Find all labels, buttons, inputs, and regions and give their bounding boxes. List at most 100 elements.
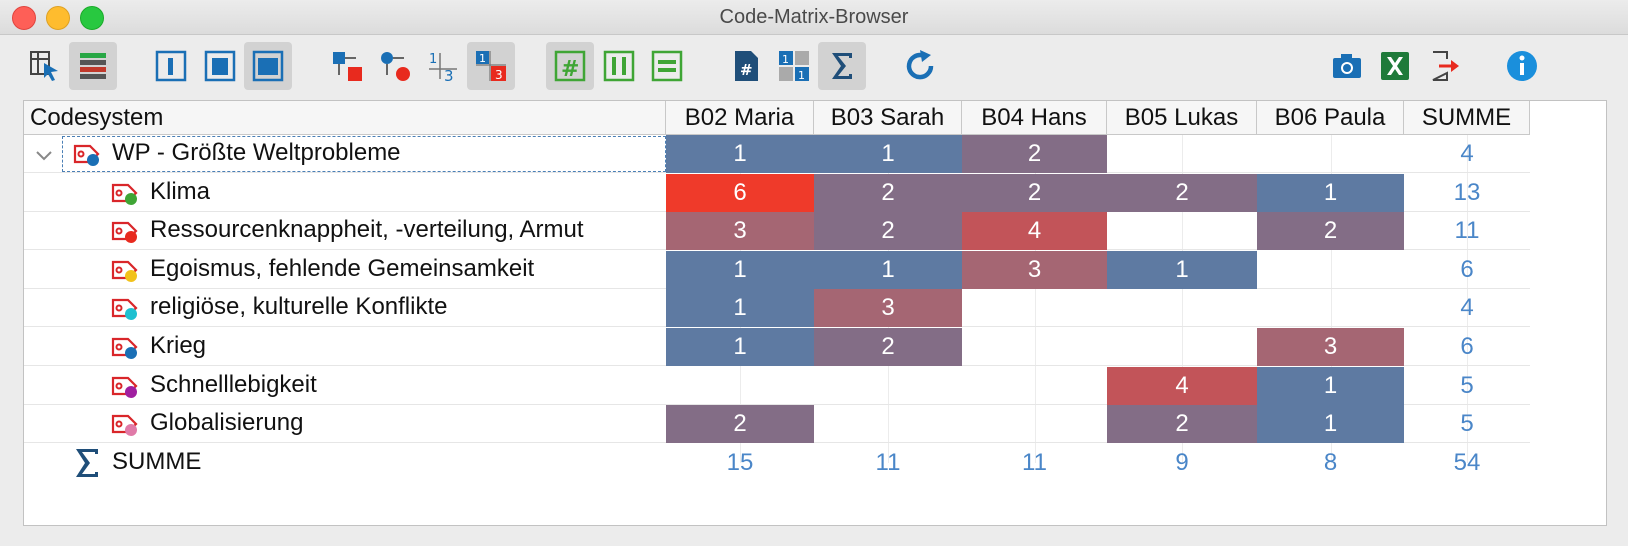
- close-button[interactable]: [12, 6, 36, 30]
- totals-label: SUMME: [112, 447, 202, 475]
- matrix-cell[interactable]: 1: [666, 328, 814, 366]
- sigma-button[interactable]: [818, 42, 866, 90]
- code-label[interactable]: Klima: [150, 177, 211, 205]
- matrix-cell[interactable]: 1: [1257, 173, 1404, 212]
- numbers-icon: 13: [429, 52, 457, 83]
- code-label[interactable]: Ressourcenknappheit, -verteilung, Armut: [150, 216, 584, 244]
- node-square-button[interactable]: [323, 42, 371, 90]
- camera-icon: [1333, 54, 1361, 78]
- table-row[interactable]: Ressourcenknappheit, -verteilung, Armut 3…: [24, 212, 1530, 251]
- matrix-cell[interactable]: 1: [1257, 366, 1404, 405]
- header-col-2[interactable]: B04 Hans: [962, 101, 1107, 135]
- matrix-cell[interactable]: 2: [962, 173, 1107, 212]
- header-col-label: B02 Maria: [684, 104, 795, 131]
- select-tool-button[interactable]: [21, 42, 69, 90]
- matrix-cell[interactable]: 2: [1257, 212, 1404, 251]
- table-row[interactable]: Klima 6 2 2 2 1 13: [24, 173, 1530, 212]
- zoom-button[interactable]: [80, 6, 104, 30]
- matrix-cell[interactable]: 1: [814, 135, 962, 173]
- matrix-cell[interactable]: 3: [1257, 328, 1404, 366]
- code-label[interactable]: WP - Größte Weltprobleme: [112, 139, 401, 166]
- focus-outline: [62, 136, 666, 172]
- matrix-cell[interactable]: 4: [962, 212, 1107, 251]
- columns-button[interactable]: [595, 42, 643, 90]
- matrix-cell[interactable]: 6: [666, 173, 814, 212]
- excel-export-button[interactable]: [1371, 42, 1419, 90]
- matrix-cell[interactable]: 3: [666, 212, 814, 251]
- matrix-cell[interactable]: 3: [814, 289, 962, 328]
- header-col-1[interactable]: B03 Sarah: [814, 101, 962, 135]
- column-total: 11: [1022, 448, 1047, 476]
- window-medium-icon: [204, 50, 236, 82]
- document-hash-button[interactable]: #: [722, 42, 770, 90]
- export-button[interactable]: [1420, 42, 1468, 90]
- row-sum: 4: [1460, 140, 1474, 167]
- svg-text:1: 1: [798, 69, 805, 82]
- hash-grid-icon: #: [554, 50, 586, 82]
- refresh-button[interactable]: [896, 42, 944, 90]
- svg-text:1: 1: [479, 52, 486, 65]
- color-rows-button[interactable]: [69, 42, 117, 90]
- table-row[interactable]: Schnelllebigkeit 4 1 5: [24, 366, 1530, 405]
- minimize-button[interactable]: [46, 6, 70, 30]
- matrix-cell[interactable]: 1: [666, 250, 814, 289]
- code-label[interactable]: Schnelllebigkeit: [150, 370, 317, 398]
- table-row[interactable]: Krieg 1 2 3 6: [24, 328, 1530, 366]
- window-narrow-button[interactable]: [147, 42, 195, 90]
- header-col-4[interactable]: B06 Paula: [1257, 101, 1404, 135]
- matrix-cell[interactable]: 1: [666, 135, 814, 173]
- node-square-icon: [333, 52, 362, 81]
- node-circle-icon: [381, 52, 410, 81]
- code-icon: [110, 182, 140, 206]
- rows-button[interactable]: [643, 42, 691, 90]
- matrix-cell[interactable]: 2: [1107, 405, 1257, 444]
- matrix-cell[interactable]: 2: [814, 328, 962, 366]
- header-col-5[interactable]: SUMME: [1404, 101, 1530, 135]
- code-label[interactable]: Krieg: [150, 332, 207, 359]
- matrix-cell[interactable]: 1: [814, 250, 962, 289]
- header-codesystem[interactable]: Codesystem: [24, 101, 666, 135]
- matrix-cell[interactable]: 1: [666, 289, 814, 328]
- svg-text:3: 3: [495, 68, 503, 82]
- code-label[interactable]: Globalisierung: [150, 409, 304, 437]
- table-row[interactable]: Egoismus, fehlende Gemeinsamkeit 1 1 3 1 6: [24, 250, 1530, 289]
- code-icon: [110, 259, 140, 283]
- matrix-cell[interactable]: 1: [1107, 250, 1257, 289]
- header-col-label: SUMME: [1421, 104, 1512, 131]
- info-button[interactable]: [1498, 42, 1546, 90]
- matrix-cell[interactable]: 2: [814, 212, 962, 251]
- code-label[interactable]: religiöse, kulturelle Konflikte: [150, 293, 448, 321]
- svg-text:#: #: [740, 61, 753, 79]
- window-wide-button[interactable]: [244, 42, 292, 90]
- matrix-cell[interactable]: 3: [962, 250, 1107, 289]
- header-col-0[interactable]: B02 Maria: [666, 101, 814, 135]
- code-label[interactable]: Egoismus, fehlende Gemeinsamkeit: [150, 254, 535, 282]
- code-icon: [110, 375, 140, 399]
- matrix-cell[interactable]: 2: [962, 135, 1107, 173]
- matrix-cell[interactable]: 2: [666, 405, 814, 444]
- svg-text:1: 1: [782, 53, 789, 66]
- window-medium-button[interactable]: [196, 42, 244, 90]
- svg-text:1: 1: [429, 52, 437, 67]
- header-col-label: B04 Hans: [981, 104, 1087, 131]
- matrix-cell[interactable]: 2: [814, 173, 962, 212]
- hash-grid-button[interactable]: #: [546, 42, 594, 90]
- node-circle-button[interactable]: [371, 42, 419, 90]
- table-row[interactable]: religiöse, kulturelle Konflikte 1 3 4: [24, 289, 1530, 328]
- matrix-cell[interactable]: 1: [1257, 405, 1404, 444]
- matrix-cell[interactable]: 4: [1107, 366, 1257, 405]
- row-sum: 5: [1460, 371, 1474, 399]
- chevron-down-icon[interactable]: [34, 145, 54, 165]
- header-col-label: B03 Sarah: [830, 104, 945, 131]
- camera-button[interactable]: [1323, 42, 1371, 90]
- table-row[interactable]: WP - Größte Weltprobleme 1 1 2 4: [24, 135, 1530, 173]
- header-col-3[interactable]: B05 Lukas: [1107, 101, 1257, 135]
- table-row[interactable]: Globalisierung 2 2 1 5: [24, 405, 1530, 444]
- row-sum: 11: [1454, 217, 1480, 245]
- code-matrix-table: Codesystem B02 Maria B03 Sarah B04 Hans …: [23, 100, 1607, 526]
- matrix-cell[interactable]: 2: [1107, 173, 1257, 212]
- row-sum: 6: [1460, 333, 1474, 360]
